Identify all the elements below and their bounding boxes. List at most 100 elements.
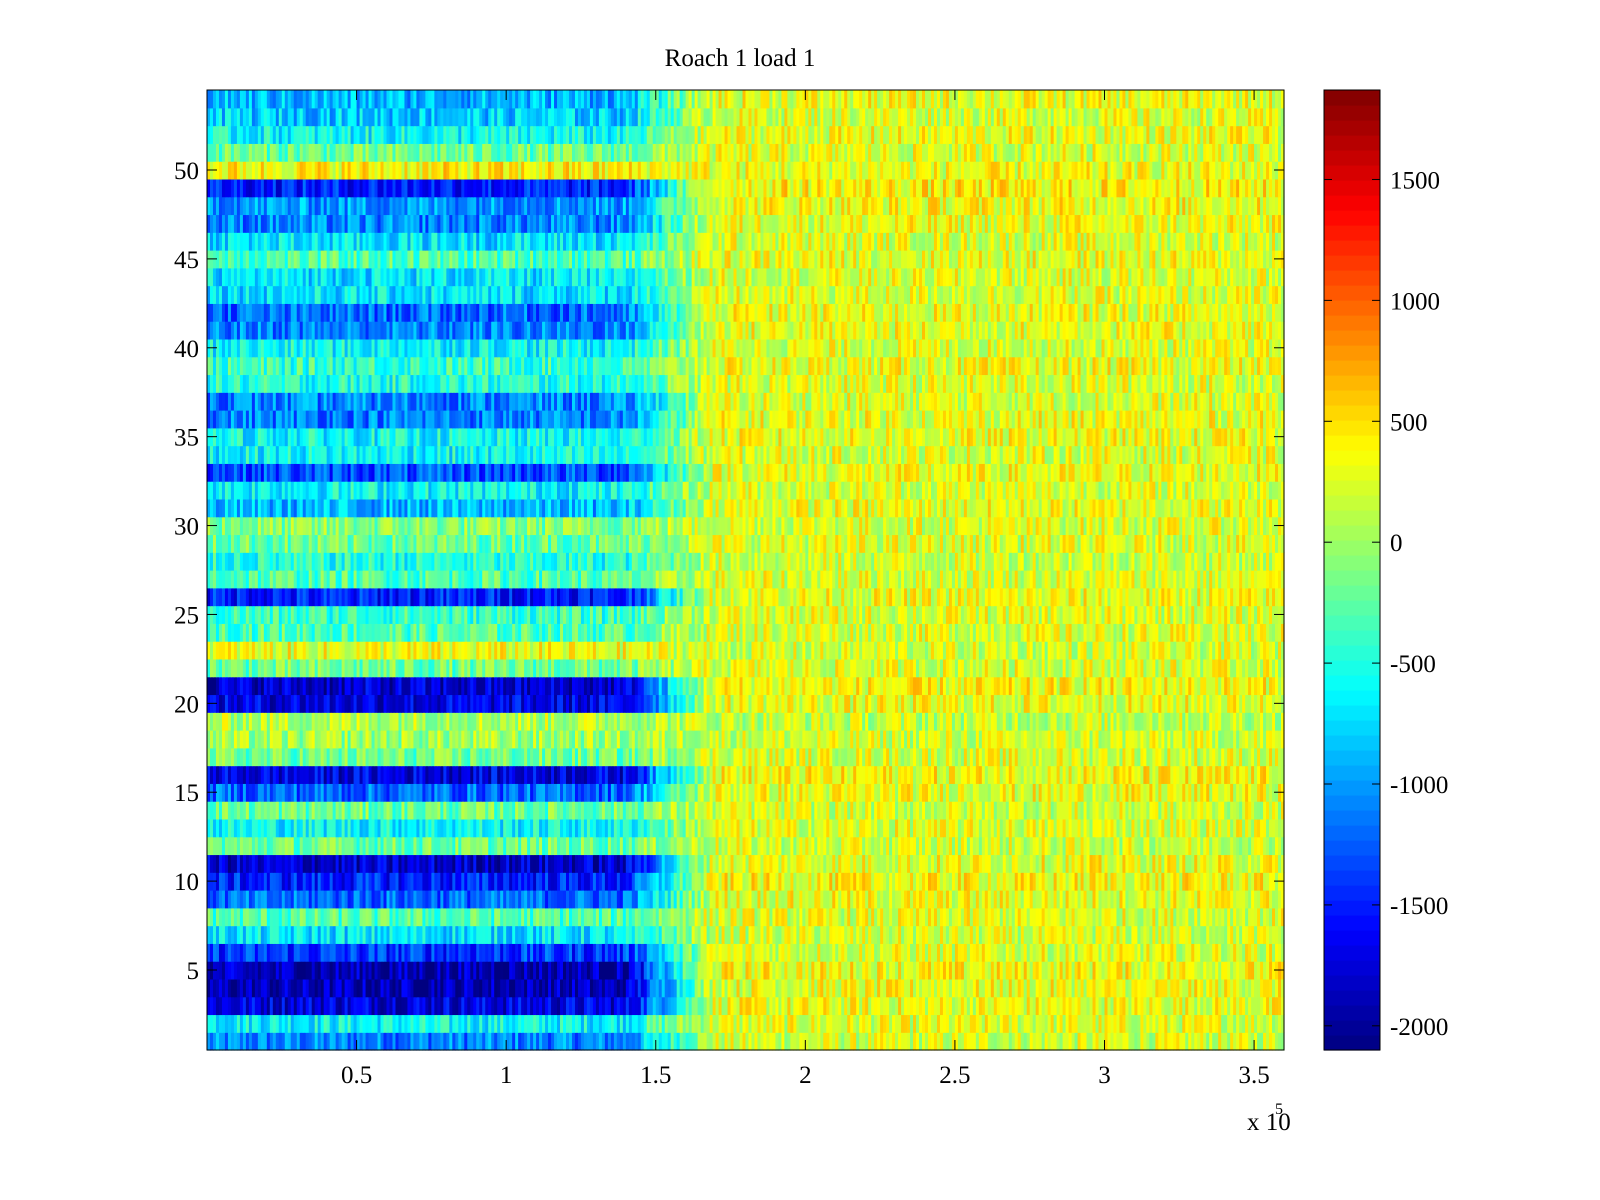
heatmap-cell	[981, 818, 986, 838]
heatmap-cell	[302, 801, 307, 820]
heatmap-cell	[323, 890, 328, 909]
heatmap-cell	[892, 818, 896, 838]
heatmap-cell	[778, 890, 782, 909]
heatmap-cell	[706, 996, 711, 1016]
heatmap-cell	[1167, 872, 1171, 891]
heatmap-cell	[539, 996, 543, 1016]
heatmap-cell	[386, 836, 391, 856]
heatmap-cell	[697, 925, 702, 944]
heatmap-cell	[1137, 1014, 1141, 1033]
heatmap-cell	[784, 1014, 788, 1033]
heatmap-cell	[341, 996, 346, 1016]
heatmap-cell	[413, 890, 418, 909]
heatmap-cell	[850, 996, 854, 1016]
heatmap-cell	[227, 925, 232, 944]
heatmap-cell	[470, 961, 474, 980]
heatmap-cell	[805, 943, 809, 962]
heatmap-cell	[709, 1014, 714, 1033]
heatmap-cell	[907, 801, 911, 820]
heatmap-cell	[990, 801, 995, 820]
heatmap-cell	[760, 890, 765, 909]
heatmap-cell	[446, 961, 450, 980]
heatmap-cell	[1092, 801, 1097, 820]
heatmap-cell	[886, 978, 890, 998]
heatmap-cell	[566, 890, 570, 909]
heatmap-cell	[1263, 961, 1267, 980]
heatmap-cell	[966, 801, 971, 820]
heatmap-cell	[730, 854, 735, 873]
heatmap-cell	[1200, 961, 1204, 980]
heatmap-cell	[326, 978, 331, 998]
heatmap-cell	[880, 961, 884, 980]
heatmap-cell	[1071, 925, 1076, 944]
heatmap-cell	[380, 978, 385, 998]
heatmap-cell	[883, 890, 887, 909]
heatmap-cell	[790, 818, 794, 838]
heatmap-cell	[1173, 872, 1177, 891]
heatmap-cell	[257, 836, 262, 856]
heatmap-cell	[616, 801, 621, 820]
heatmap-cell	[218, 996, 223, 1016]
heatmap-cell	[515, 907, 519, 927]
heatmap-cell	[302, 872, 307, 891]
heatmap-cell	[972, 836, 977, 856]
heatmap-cell	[482, 943, 486, 962]
heatmap-cell	[359, 978, 364, 998]
heatmap-cell	[410, 890, 415, 909]
heatmap-cell	[422, 943, 426, 962]
heatmap-cell	[877, 925, 881, 944]
heatmap-cell	[254, 1014, 259, 1033]
heatmap-cell	[1056, 872, 1061, 891]
heatmap-cell	[990, 943, 995, 962]
heatmap-cell	[251, 907, 256, 927]
heatmap-cell	[1062, 907, 1067, 927]
heatmap-cell	[563, 836, 567, 856]
heatmap-cell	[676, 978, 681, 998]
heatmap-cell	[604, 890, 609, 909]
heatmap-cell	[443, 1032, 447, 1051]
heatmap-cell	[557, 818, 561, 838]
heatmap-cell	[281, 801, 286, 820]
heatmap-cell	[898, 872, 902, 891]
heatmap-cell	[497, 907, 501, 927]
heatmap-cell	[1092, 872, 1097, 891]
heatmap-cell	[987, 996, 992, 1016]
heatmap-cell	[933, 943, 938, 962]
heatmap-cell	[371, 890, 376, 909]
heatmap-cell	[1059, 890, 1064, 909]
heatmap-cell	[207, 890, 211, 909]
heatmap-cell	[841, 818, 845, 838]
heatmap-cell	[996, 907, 1001, 927]
heatmap-cell	[628, 1032, 633, 1051]
heatmap-cell	[398, 854, 403, 873]
heatmap-cell	[512, 961, 516, 980]
heatmap-cell	[380, 872, 385, 891]
heatmap-cell	[272, 890, 277, 909]
heatmap-cell	[1101, 890, 1106, 909]
heatmap-cell	[1035, 1014, 1040, 1033]
heatmap-cell	[850, 890, 854, 909]
heatmap-cell	[431, 801, 435, 820]
heatmap-cell	[948, 978, 953, 998]
heatmap-cell	[1212, 1014, 1216, 1033]
heatmap-cell	[539, 1014, 543, 1033]
heatmap-cell	[1035, 978, 1040, 998]
heatmap-cell	[1077, 978, 1082, 998]
heatmap-cell	[1134, 1014, 1139, 1033]
heatmap-cell	[784, 943, 788, 962]
heatmap-cell	[323, 801, 328, 820]
heatmap-cell	[568, 943, 573, 962]
heatmap-cell	[691, 907, 696, 927]
heatmap-cell	[551, 1014, 555, 1033]
heatmap-cell	[760, 801, 765, 820]
heatmap-cell	[530, 872, 534, 891]
heatmap-cell	[530, 836, 534, 856]
heatmap-cell	[823, 818, 827, 838]
heatmap-cell	[1149, 872, 1153, 891]
heatmap-cell	[260, 872, 265, 891]
heatmap-cell	[344, 943, 349, 962]
heatmap-cell	[1023, 996, 1028, 1016]
heatmap-cell	[676, 890, 681, 909]
heatmap-cell	[416, 996, 421, 1016]
heatmap-cell	[1200, 872, 1204, 891]
